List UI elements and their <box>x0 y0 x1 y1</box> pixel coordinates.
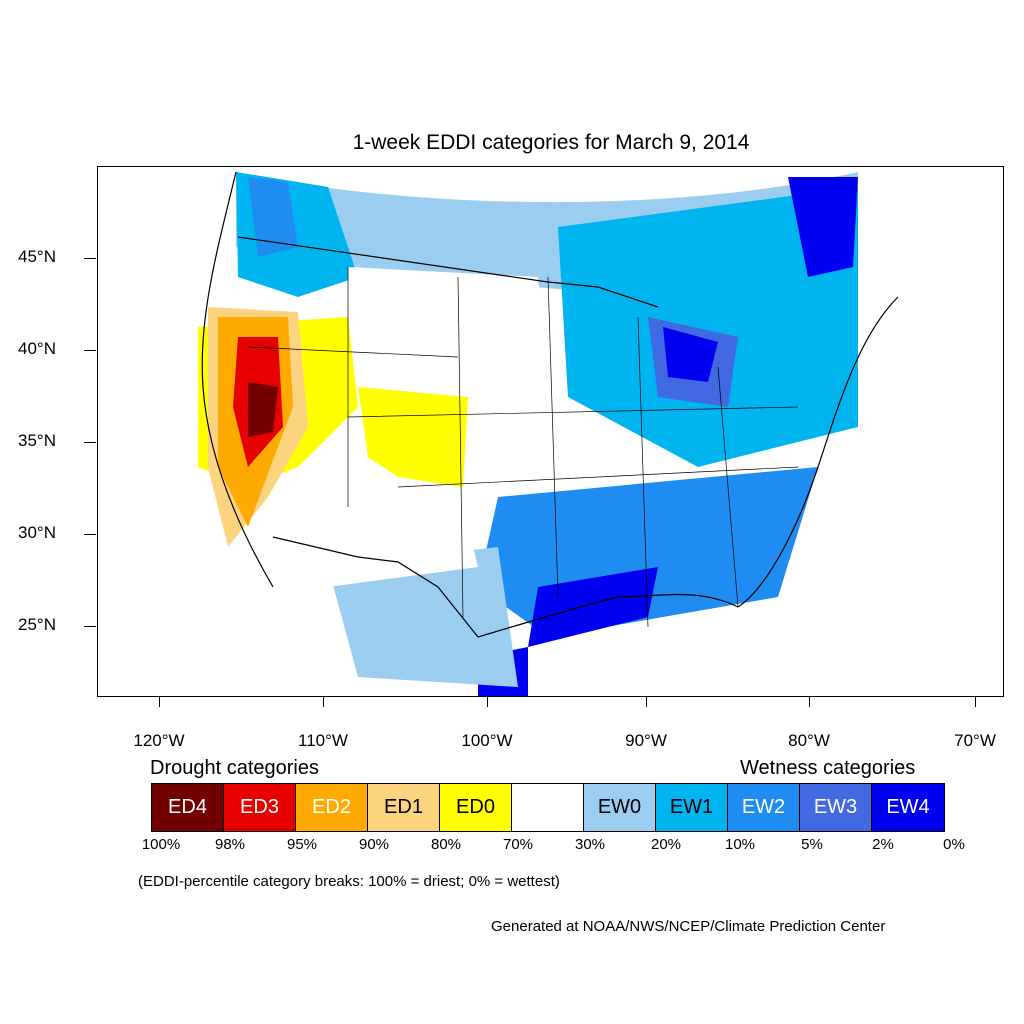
pct-label: 0% <box>943 836 965 853</box>
lat-tick-30 <box>84 534 96 535</box>
lat-tick-40 <box>84 350 96 351</box>
lat-tick-45 <box>84 258 96 259</box>
lon-label-100: 100°W <box>461 731 513 750</box>
lat-label-25: 25°N <box>18 615 56 634</box>
map-title: 1-week EDDI categories for March 9, 2014 <box>352 131 750 154</box>
eddi-region-west-ed4 <box>248 382 278 437</box>
lon-tick-80 <box>809 697 810 707</box>
pct-label: 2% <box>872 836 894 853</box>
eddi-map <box>97 166 1004 697</box>
lon-tick-110 <box>323 697 324 707</box>
percentile-note: (EDDI-percentile category breaks: 100% =… <box>138 873 560 890</box>
wetness-heading: Wetness categories <box>740 757 916 779</box>
lat-label-45: 45°N <box>18 247 56 266</box>
state-lines <box>247 267 799 628</box>
pct-label: 100% <box>141 836 181 853</box>
eddi-shading <box>198 172 858 696</box>
legend-box-ed1: ED1 <box>368 784 440 831</box>
eddi-region-south-ew0 <box>328 547 518 687</box>
lon-tick-90 <box>646 697 647 707</box>
lon-tick-120 <box>159 697 160 707</box>
legend-box-ed4: ED4 <box>152 784 224 831</box>
pct-label: 95% <box>286 836 318 853</box>
lon-tick-70 <box>975 697 976 707</box>
lon-label-80: 80°W <box>788 731 830 750</box>
pct-label: 90% <box>358 836 390 853</box>
west-coast <box>201 171 274 588</box>
lat-label-30: 30°N <box>18 523 56 542</box>
lat-tick-35 <box>84 442 96 443</box>
credit-line: Generated at NOAA/NWS/NCEP/Climate Predi… <box>491 918 886 935</box>
pct-label: 10% <box>724 836 756 853</box>
lon-label-70: 70°W <box>954 731 996 750</box>
legend-box-ew3: EW3 <box>800 784 872 831</box>
pct-label: 30% <box>574 836 606 853</box>
legend-box-ed2: ED2 <box>296 784 368 831</box>
gulf-coast <box>477 593 739 638</box>
eddi-region-south-white <box>298 487 478 587</box>
eddi-region-plains-white <box>348 267 548 397</box>
lon-label-110: 110°W <box>298 731 348 750</box>
eddi-region-gulf-ew4 <box>528 567 658 647</box>
boundaries <box>201 171 899 638</box>
map-canvas <box>198 171 899 696</box>
lat-tick-25 <box>84 626 96 627</box>
pct-label: 80% <box>430 836 462 853</box>
us-mexico-border <box>272 536 479 638</box>
legend-box-ew1: EW1 <box>656 784 728 831</box>
eddi-region-colorado-ed0 <box>358 387 468 487</box>
legend-box-ew4: EW4 <box>872 784 944 831</box>
pct-label: 70% <box>502 836 534 853</box>
pct-label: 98% <box>214 836 246 853</box>
lon-label-120: 120°W <box>133 731 185 750</box>
legend-box-ed3: ED3 <box>224 784 296 831</box>
lon-tick-100 <box>487 697 488 707</box>
pct-label: 5% <box>801 836 823 853</box>
pct-label: 20% <box>650 836 682 853</box>
lon-label-90: 90°W <box>625 731 667 750</box>
eddi-region-nw-ew3 <box>248 177 298 257</box>
eddi-region-ne-ew1 <box>558 187 858 467</box>
lat-label-40: 40°N <box>18 339 56 358</box>
legend-box-ew2: EW2 <box>728 784 800 831</box>
east-coast <box>737 296 899 608</box>
lat-label-35: 35°N <box>18 431 56 450</box>
eddi-region-ne-ew4 <box>788 177 858 277</box>
legend-box-ew0: EW0 <box>584 784 656 831</box>
legend-box-neutral <box>512 784 584 831</box>
category-legend: ED4 ED3 ED2 ED1 ED0 EW0 EW1 EW2 EW3 EW4 <box>151 783 945 832</box>
drought-heading: Drought categories <box>150 757 319 779</box>
legend-box-ed0: ED0 <box>440 784 512 831</box>
us-canada-border <box>237 236 659 308</box>
eddi-region-greatlakes-ew4 <box>663 327 718 382</box>
